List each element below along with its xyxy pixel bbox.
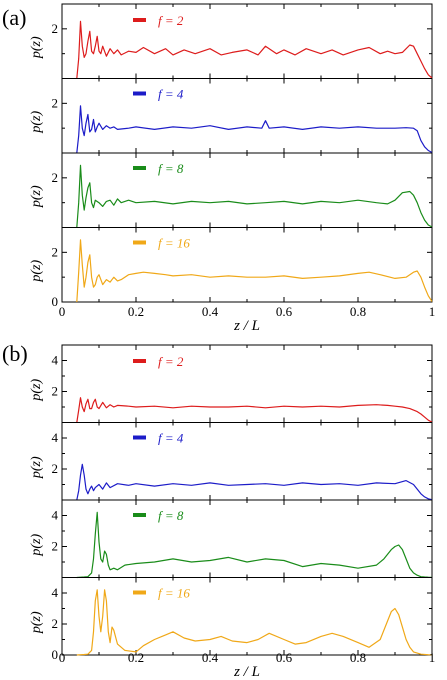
series-line-f16 (76, 589, 433, 656)
subplot-4: 0 2 4 p(z) f = 16 (29, 577, 433, 662)
y-axis-label: p(z) (29, 36, 44, 59)
y-axis-label: p(z) (29, 379, 44, 402)
y-tick-label: 0 (52, 294, 59, 309)
x-tick-label: 0.6 (276, 304, 293, 319)
subplot-4: 0 2 p(z) f = 16 (29, 227, 433, 309)
plot-frame (61, 499, 433, 578)
x-axis-label: z / L (233, 318, 260, 334)
y-axis-label: p(z) (29, 185, 44, 208)
x-tick-label: 0.2 (128, 304, 144, 319)
y-tick-label: 2 (52, 384, 59, 399)
series-line-f8 (76, 164, 433, 228)
x-tick-label: 0.8 (350, 650, 366, 665)
plot-frame (61, 227, 433, 303)
plot-frame (61, 422, 433, 501)
y-axis-label: p(z) (29, 260, 44, 283)
x-tick-label: 0.4 (202, 304, 219, 319)
x-tick-label: 1 (429, 304, 436, 319)
x-tick-label: 1 (429, 650, 436, 665)
y-tick-label: 4 (52, 353, 59, 368)
legend-label: f = 8 (158, 161, 184, 176)
panel-letter: (b) (2, 341, 28, 366)
x-tick-label: 0 (59, 650, 66, 665)
y-tick-label: 4 (52, 430, 59, 445)
series-line-f2 (76, 397, 433, 423)
subplot-3: 2 4 p(z) f = 8 (29, 499, 433, 579)
y-axis-label: p(z) (29, 456, 44, 479)
plot-frame (61, 152, 433, 228)
y-tick-label: 0 (52, 647, 59, 662)
legend-label: f = 8 (158, 508, 184, 523)
y-axis-label: p(z) (29, 111, 44, 134)
plot-frame (61, 344, 433, 423)
series-line-f16 (76, 239, 433, 303)
y-tick-label: 2 (52, 616, 59, 631)
y-tick-label: 2 (52, 244, 59, 259)
subplot-1: 2 4 p(z) f = 2 (29, 344, 433, 423)
subplot-2: 2 p(z) f = 4 (29, 78, 433, 154)
subplot-1: 2 p(z) f = 2 (29, 3, 433, 79)
panel-letter: (a) (2, 5, 26, 30)
y-tick-label: 2 (52, 21, 59, 36)
x-tick-label: 0.2 (128, 650, 144, 665)
plot-frame (61, 3, 433, 79)
y-tick-label: 4 (52, 508, 59, 523)
legend-label: f = 16 (158, 586, 190, 601)
y-axis-label: p(z) (29, 534, 44, 557)
x-tick-label: 0.6 (276, 650, 293, 665)
y-tick-label: 2 (52, 95, 59, 110)
x-axis-label: z / L (233, 664, 260, 680)
legend-label: f = 4 (158, 87, 184, 102)
x-tick-label: 0.8 (350, 304, 366, 319)
y-tick-label: 2 (52, 539, 59, 554)
series-line-f2 (76, 20, 433, 79)
subplot-2: 2 4 p(z) f = 4 (29, 422, 433, 501)
x-tick-label: 0.4 (202, 650, 219, 665)
subplot-3: 2 p(z) f = 8 (29, 152, 433, 228)
plot-frame (61, 78, 433, 154)
y-tick-label: 2 (52, 461, 59, 476)
series-line-f4 (76, 463, 433, 501)
x-tick-label: 0 (59, 304, 66, 319)
legend-label: f = 4 (158, 431, 184, 446)
y-tick-label: 4 (52, 585, 59, 600)
legend-label: f = 2 (158, 354, 184, 369)
legend-label: f = 16 (158, 236, 190, 251)
series-line-f8 (76, 511, 433, 579)
figure-a: (a) 2 p(z) f = 2 2 p(z) f = 4 2 p(z) f = 8 0 2 p(z) f… (2, 3, 436, 334)
y-tick-label: 2 (52, 170, 59, 185)
series-line-f4 (76, 105, 433, 154)
y-axis-label: p(z) (29, 611, 44, 634)
legend-label: f = 2 (158, 13, 184, 28)
